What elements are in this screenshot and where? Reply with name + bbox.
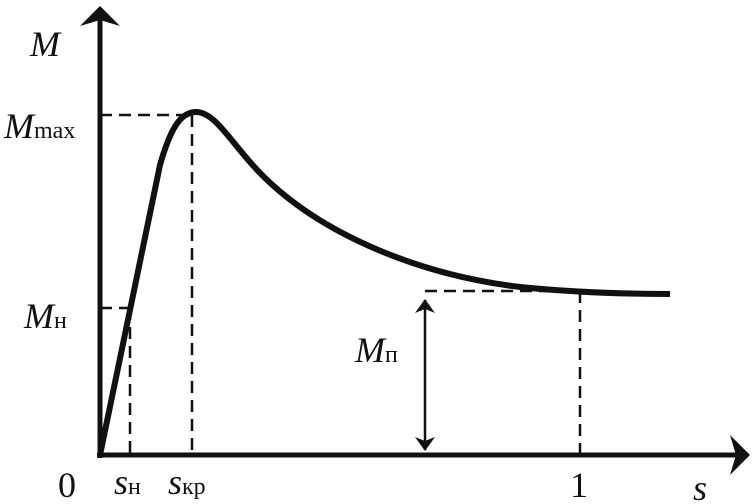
x-axis-label: s bbox=[693, 468, 707, 504]
start-guide bbox=[425, 289, 582, 455]
max-guide bbox=[100, 113, 194, 455]
y-axis-label: M bbox=[29, 24, 62, 64]
s-crit-label: sкр bbox=[168, 462, 206, 502]
origin-label: 0 bbox=[58, 465, 76, 504]
m-start-label: Mп bbox=[354, 330, 398, 370]
m-max-label: Mmax bbox=[3, 106, 75, 146]
nominal-guide bbox=[100, 306, 132, 455]
m-nom-label: Mн bbox=[23, 296, 67, 336]
s-nom-label: sн bbox=[114, 462, 141, 502]
one-label: 1 bbox=[570, 465, 588, 504]
torque-curve bbox=[97, 109, 671, 456]
